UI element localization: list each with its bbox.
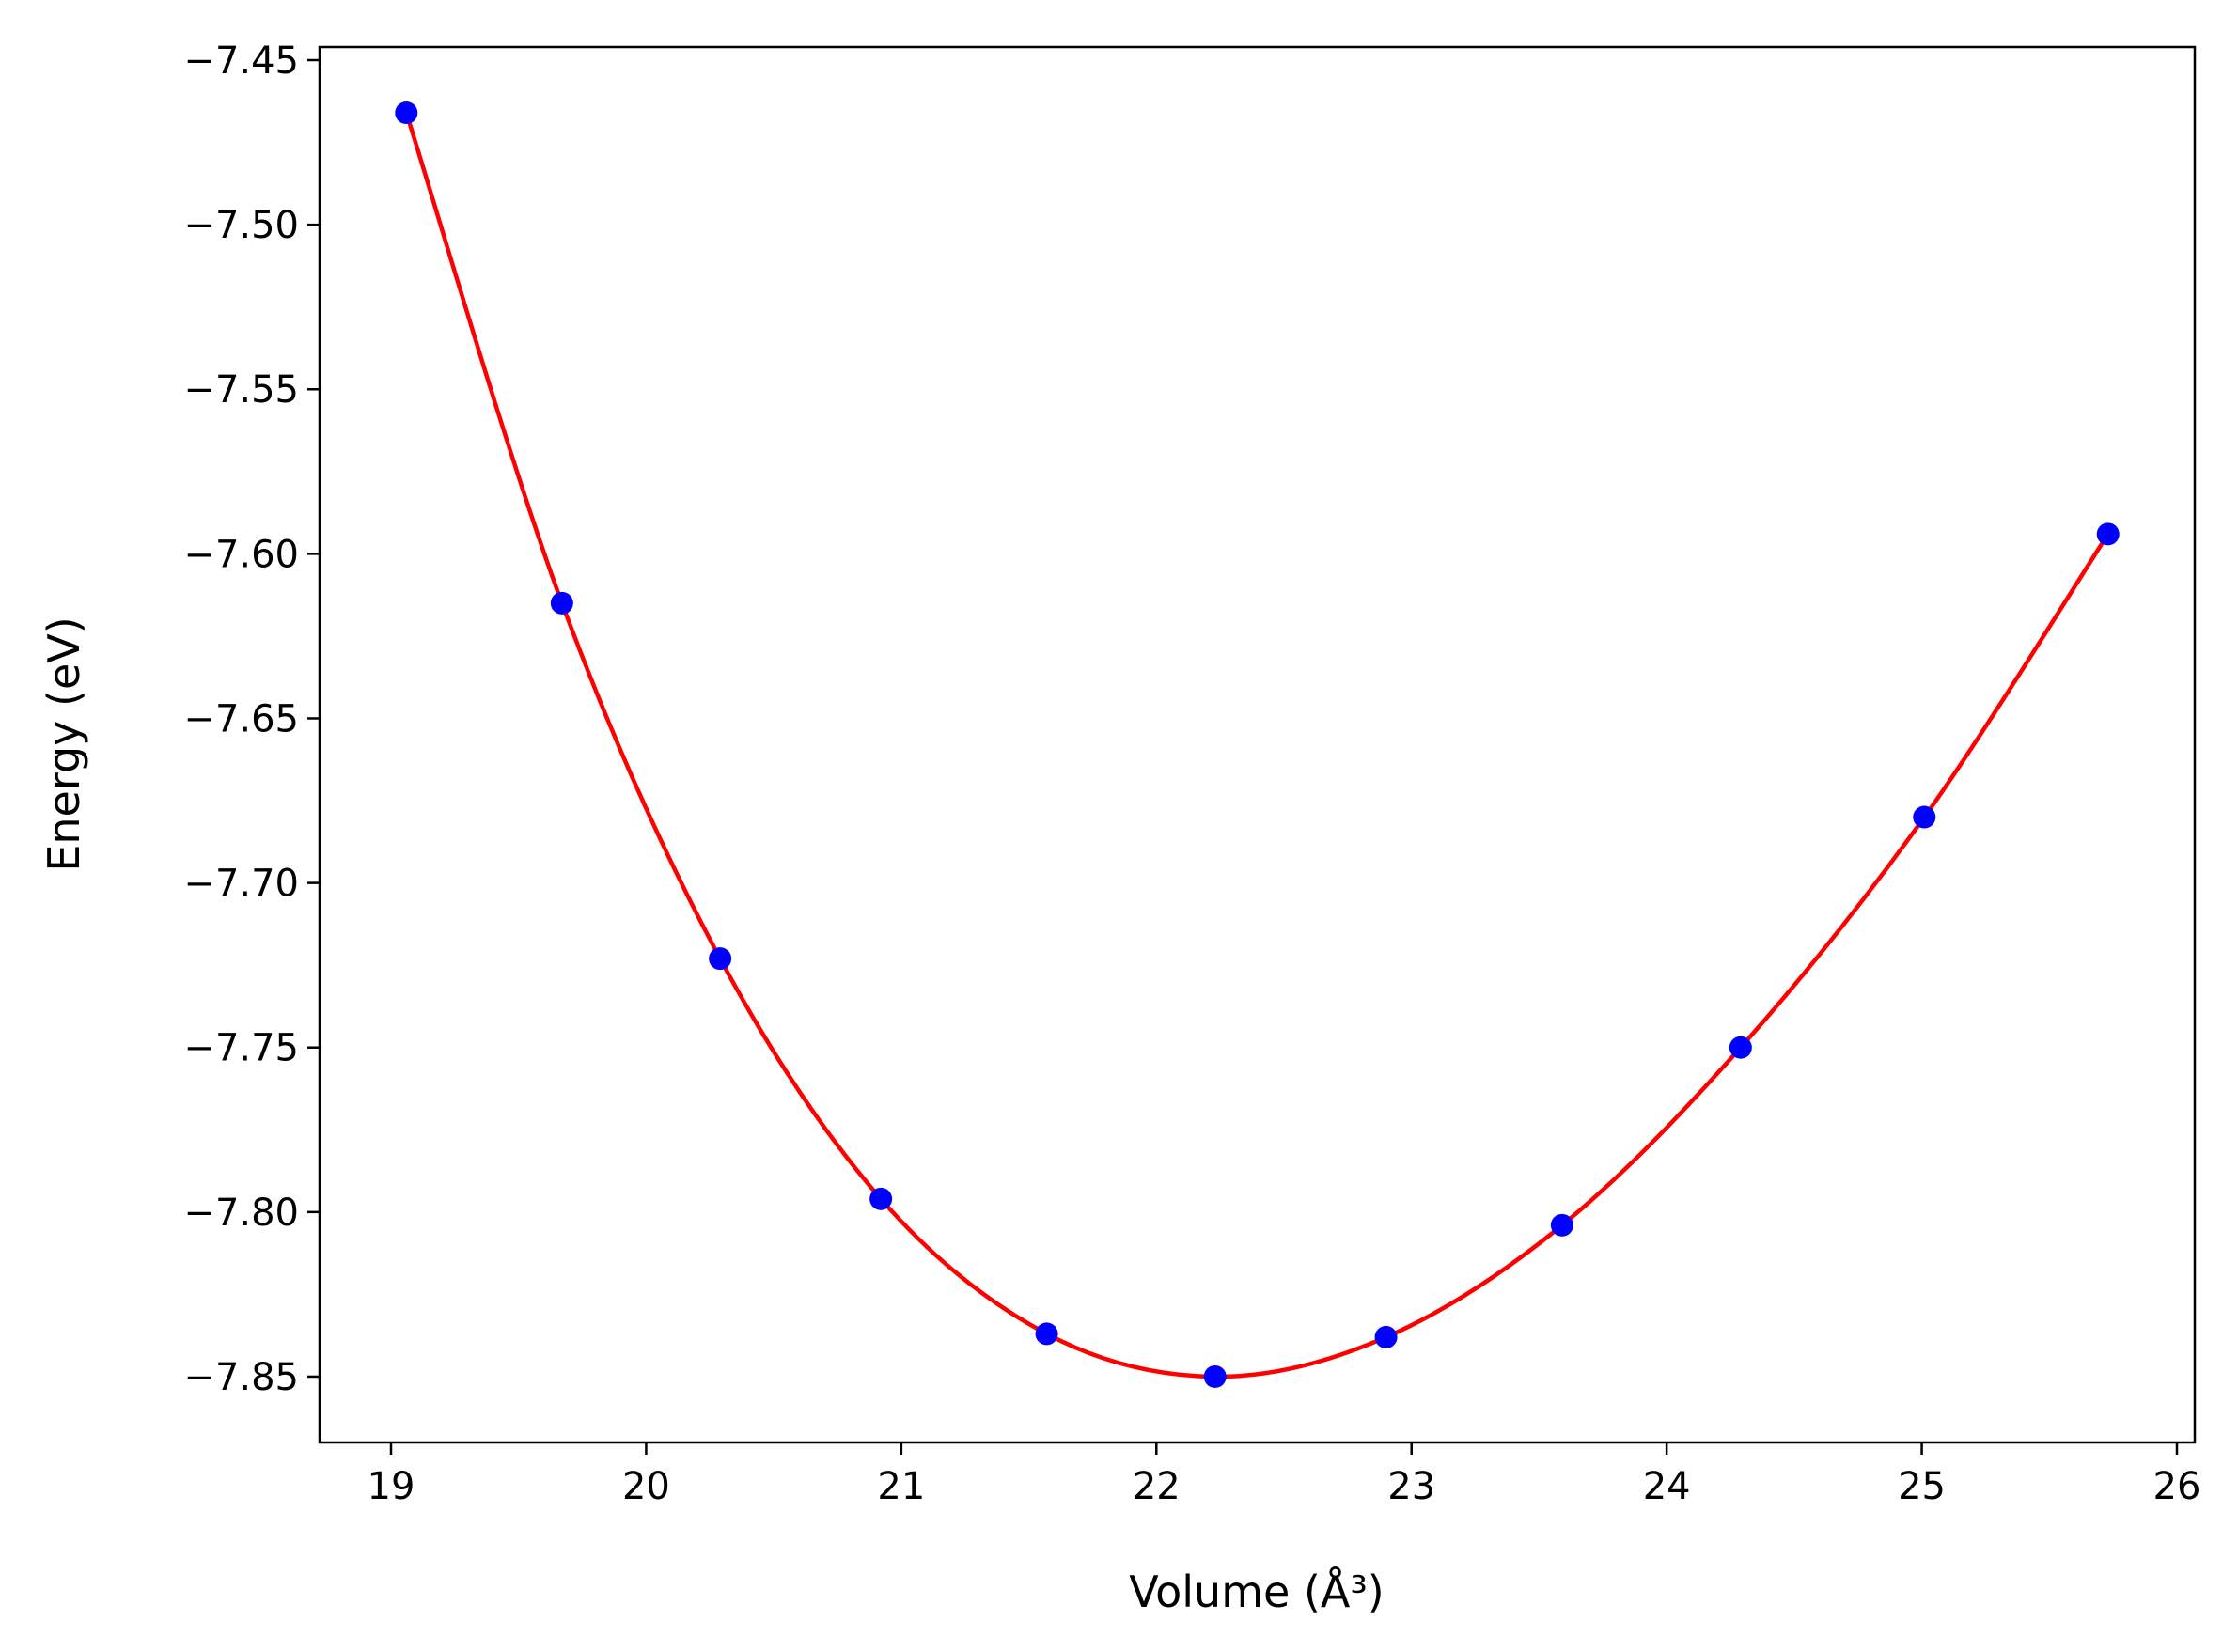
y-tick-label: −7.60 xyxy=(183,533,299,576)
data-point xyxy=(1729,1036,1752,1059)
y-axis-ticks: −7.45 −7.50 −7.55 −7.60 −7.65 −7.70 −7.75 −7.80… xyxy=(183,39,320,1399)
y-tick-label: −7.85 xyxy=(183,1356,299,1399)
x-axis-ticks: 19 20 21 22 23 24 25 26 xyxy=(368,1442,2201,1508)
data-point xyxy=(869,1187,893,1210)
plot-frame xyxy=(318,45,2197,1444)
marker-layer xyxy=(395,101,2120,1388)
fit-line-layer xyxy=(404,112,2110,1379)
y-tick-label: −7.45 xyxy=(183,39,299,83)
data-point xyxy=(1550,1213,1573,1237)
data-point xyxy=(550,591,573,615)
data-point xyxy=(1035,1322,1058,1346)
x-tick-label: 19 xyxy=(368,1465,415,1508)
x-tick-label: 20 xyxy=(622,1465,670,1508)
x-tick-label: 25 xyxy=(1898,1465,1946,1508)
y-tick-label: −7.55 xyxy=(183,368,299,412)
data-point xyxy=(1374,1325,1398,1348)
y-tick-label: −7.75 xyxy=(183,1027,299,1070)
y-axis-title: Energy (eV) xyxy=(39,616,89,871)
data-point xyxy=(2096,522,2120,546)
x-tick-label: 22 xyxy=(1133,1465,1181,1508)
x-tick-label: 24 xyxy=(1643,1465,1691,1508)
y-tick-label: −7.65 xyxy=(183,697,299,740)
y-tick-label: −7.70 xyxy=(183,863,299,906)
y-tick-label: −7.80 xyxy=(183,1192,299,1235)
fit-curve xyxy=(404,112,2110,1379)
x-tick-label: 23 xyxy=(1387,1465,1435,1508)
data-point xyxy=(1913,805,1936,829)
x-tick-label: 26 xyxy=(2153,1465,2201,1508)
x-tick-label: 21 xyxy=(877,1465,925,1508)
data-point xyxy=(709,947,732,971)
y-tick-label: −7.50 xyxy=(183,204,299,247)
x-axis-title: Volume (Å³) xyxy=(1129,1566,1385,1617)
data-point xyxy=(395,101,418,125)
data-point xyxy=(1203,1364,1227,1388)
